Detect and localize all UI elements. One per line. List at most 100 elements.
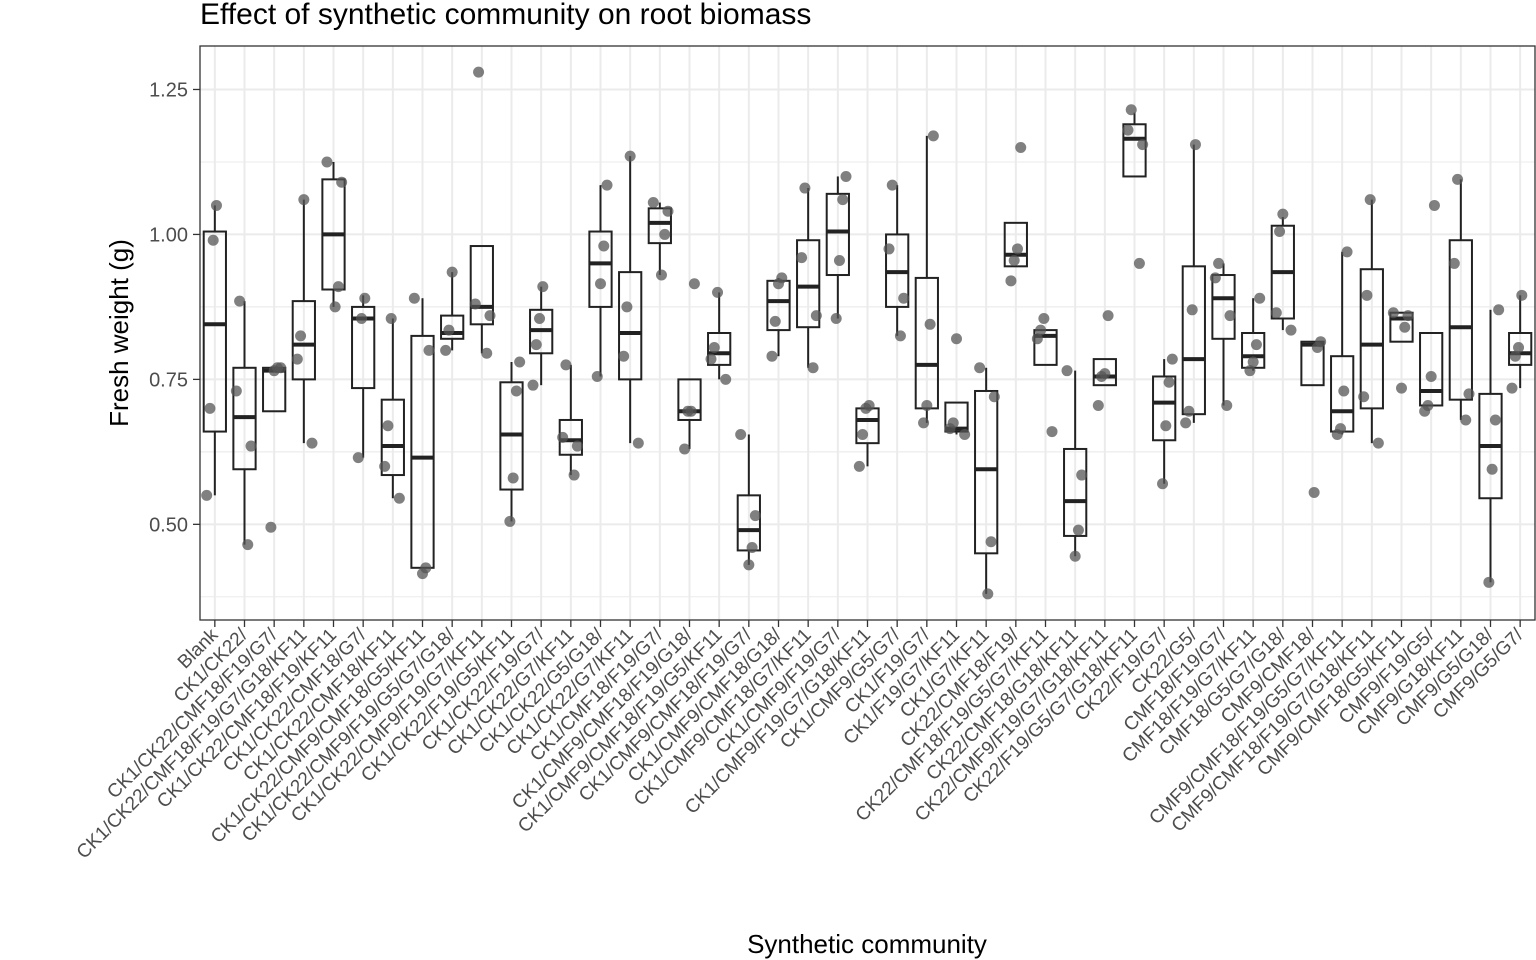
data-point <box>382 420 394 432</box>
box <box>1300 340 1325 387</box>
box <box>1359 268 1384 410</box>
data-point <box>332 281 344 293</box>
data-point <box>749 510 761 522</box>
data-point <box>947 417 959 429</box>
data-point <box>1137 139 1149 151</box>
data-point <box>857 428 869 440</box>
data-point <box>985 536 997 548</box>
data-point <box>886 179 898 191</box>
data-point <box>766 350 778 362</box>
data-point <box>1247 356 1259 368</box>
data-point <box>1387 307 1399 319</box>
data-point <box>659 228 671 240</box>
data-point <box>799 182 811 194</box>
data-point <box>1031 333 1043 345</box>
data-points <box>201 66 1528 600</box>
data-point <box>1483 576 1495 588</box>
data-point <box>1133 257 1145 269</box>
box <box>440 314 465 340</box>
data-point <box>598 240 610 252</box>
box <box>944 401 969 433</box>
box <box>796 239 821 329</box>
data-point <box>776 272 788 284</box>
data-point <box>1125 104 1137 116</box>
data-point <box>974 362 986 374</box>
data-point <box>1250 339 1262 351</box>
data-point <box>1102 310 1114 322</box>
data-point <box>1372 437 1384 449</box>
data-point <box>1489 414 1501 426</box>
data-point <box>423 344 435 356</box>
data-point <box>298 194 310 206</box>
data-point <box>601 179 613 191</box>
data-point <box>537 281 549 293</box>
data-point <box>510 385 522 397</box>
data-point <box>647 197 659 209</box>
data-point <box>420 562 432 574</box>
data-point <box>1122 124 1134 136</box>
data-point <box>571 440 583 452</box>
data-point <box>568 469 580 481</box>
x-axis-label: Synthetic community <box>747 929 987 959</box>
data-point <box>1180 417 1192 429</box>
box <box>380 398 405 477</box>
data-point <box>918 417 930 429</box>
data-point <box>1072 524 1084 536</box>
box <box>618 271 643 381</box>
data-point <box>295 330 307 342</box>
data-point <box>440 344 452 356</box>
box <box>588 230 613 308</box>
data-point <box>595 278 606 290</box>
data-point <box>446 266 458 278</box>
y-axis: 0.50 0.75 1.00 1.25 <box>149 79 200 536</box>
data-point <box>336 176 348 188</box>
data-point <box>242 539 254 551</box>
box <box>974 389 999 555</box>
data-point <box>1396 382 1407 394</box>
data-point <box>359 292 371 304</box>
data-point <box>1061 365 1073 377</box>
data-point <box>1163 376 1175 388</box>
data-point <box>1274 226 1286 238</box>
data-point <box>1422 399 1434 411</box>
data-point <box>1209 272 1221 284</box>
data-point <box>379 460 391 472</box>
data-point <box>1224 310 1236 322</box>
data-point <box>1189 139 1201 151</box>
data-point <box>230 385 242 397</box>
data-point <box>306 437 318 449</box>
data-point <box>1399 321 1411 333</box>
box <box>1389 311 1414 343</box>
data-point <box>1005 275 1017 287</box>
data-point <box>1166 353 1178 365</box>
data-point <box>796 252 808 264</box>
data-point <box>982 588 994 600</box>
data-point <box>1428 199 1440 211</box>
data-point <box>743 559 755 571</box>
data-point <box>735 428 747 440</box>
data-point <box>1221 399 1233 411</box>
box <box>1152 375 1177 442</box>
data-point <box>1509 350 1521 362</box>
data-point <box>720 373 732 385</box>
data-point <box>988 391 1000 403</box>
data-point <box>1463 388 1475 400</box>
data-point <box>1361 289 1373 301</box>
data-point <box>621 301 633 313</box>
data-point <box>685 405 697 417</box>
data-point <box>527 379 539 391</box>
data-point <box>1364 194 1376 206</box>
grid-lines <box>200 46 1535 620</box>
y-tick-label: 1.25 <box>149 79 188 101</box>
data-point <box>1254 292 1266 304</box>
data-point <box>632 437 644 449</box>
data-point <box>1035 324 1047 336</box>
data-point <box>443 324 455 336</box>
data-point <box>1506 382 1518 394</box>
data-point <box>291 353 303 365</box>
data-point <box>924 318 936 330</box>
data-point <box>1460 414 1472 426</box>
data-point <box>1069 550 1081 562</box>
data-point <box>1315 336 1327 348</box>
